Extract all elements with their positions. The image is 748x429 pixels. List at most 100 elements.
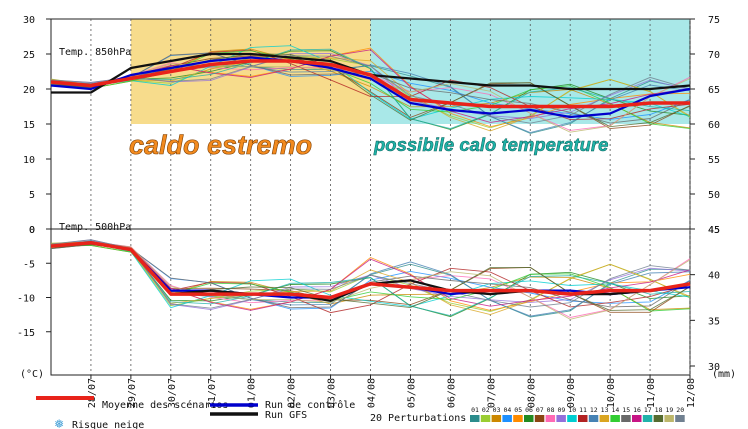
top-left-tick-label: 25 [23,50,35,61]
top-right-tick-label: 60 [708,120,720,131]
perturbation-swatch [534,415,545,422]
unit-left-label: (°C) [20,369,44,380]
top-perturbation-17 [50,48,691,130]
perturbation-id-label: 17 [644,406,652,414]
perturbation-swatch [513,415,523,422]
bottom-panel-title: Temp. 500hPa [59,222,131,233]
top-perturbation-11 [50,49,691,121]
top-left-tick-label: 5 [29,190,35,201]
x-tick-label: 05/08 [406,378,417,408]
bottom-left-tick-label: -5 [23,259,35,270]
top-right-tick-label: 70 [708,50,720,61]
bottom-perturbation-10 [50,242,691,309]
perturbation-id-label: 19 [665,406,673,414]
annotation-caldo-estremo: caldo estremo [129,130,312,160]
perturbation-swatch [675,415,685,422]
perturbation-swatch [545,415,556,422]
perturbation-swatch [567,415,577,422]
perturbation-id-label: 05 [514,406,522,414]
x-tick-label: 12/08 [686,378,697,408]
perturbation-id-label: 03 [493,406,501,414]
top-right-tick-label: 55 [708,155,720,166]
perturbation-id-label: 12 [590,406,598,414]
x-tick-label: 07/08 [486,378,497,408]
perturbation-id-label: 01 [471,406,479,414]
bottom-left-tick-label: -15 [17,328,35,339]
bottom-right-tick-label: 45 [708,225,720,236]
bottom-right-tick-label: 35 [708,316,720,327]
perturbation-swatch [653,415,664,422]
top-series-moyenne-des-sc-narios [50,59,690,109]
perturbation-id-label: 18 [655,406,663,414]
annotation-calo-temperature: possibile calo temperature [373,134,608,155]
perturbation-id-label: 06 [525,406,533,414]
bottom-right-tick-label: 30 [708,362,720,373]
legend-control-label: Run de contrôle [265,399,355,411]
unit-right-label: (mm) [712,369,736,380]
perturbation-swatch [664,415,674,422]
perturbation-swatch [480,415,491,422]
top-series-run-de-contr-le [50,56,691,119]
top-left-tick-label: 10 [23,155,35,166]
perturbation-id-label: 15 [622,406,630,414]
bottom-perturbation-19 [50,241,691,320]
legend-mean-label: Moyenne des scénarios [102,399,228,411]
bottom-left-tick-label: -10 [17,294,35,305]
top-right-tick-label: 65 [708,85,720,96]
perturbation-swatch [588,415,599,422]
top-perturbation-20 [50,55,691,124]
perturbation-swatch [470,415,480,422]
perturbation-swatch [642,415,653,422]
x-tick-label: 10/08 [606,378,617,408]
bottom-perturbation-17 [50,241,691,317]
x-tick-label: 01/08 [247,378,258,408]
legend-snow-label: Risque neige [72,420,144,429]
perturbation-swatch [610,415,620,422]
perturbation-id-label: 08 [547,406,555,414]
perturbation-id-label: 04 [503,406,511,414]
top-left-tick-label: 15 [23,120,35,131]
perturbation-id-label: 13 [601,406,609,414]
perturbation-id-label: 07 [536,406,544,414]
bottom-left-tick-label: 0 [29,225,35,236]
x-tick-label: 03/08 [327,378,338,408]
legend-gfs-label: Run GFS [265,410,307,421]
legend-perturbations-label: 20 Perturbations [370,413,466,424]
bottom-right-tick-label: 40 [708,271,720,282]
top-right-tick-label: 75 [708,15,720,26]
perturbation-swatch [502,415,512,422]
top-panel-title: Temp. 850hPa [59,47,131,58]
snowflake-icon: ❅ [54,417,64,429]
top-left-tick-label: 20 [23,85,35,96]
x-tick-label: 02/08 [287,378,298,408]
x-tick-label: 31/07 [207,378,218,408]
perturbation-swatch [578,415,588,422]
bottom-series-moyenne-des-sc-narios [50,240,691,300]
x-tick-label: 06/08 [446,378,457,408]
perturbation-id-label: 16 [633,406,641,414]
x-tick-label: 04/08 [367,378,378,408]
perturbation-swatch [621,415,631,422]
perturbation-swatch [599,415,610,422]
x-tick-label: 11/08 [646,378,657,408]
perturbation-id-label: 20 [676,406,684,414]
top-left-tick-label: 30 [23,15,35,26]
top-perturbation-13 [50,57,691,132]
perturbation-swatch [524,415,534,422]
perturbation-swatch [556,415,566,422]
x-tick-label: 09/08 [566,378,577,408]
perturbation-id-label: 10 [568,406,576,414]
perturbation-id-label: 09 [557,406,565,414]
top-right-tick-label: 50 [708,190,720,201]
x-tick-label: 08/08 [526,378,537,408]
perturbation-swatch [632,415,642,422]
top-perturbation-10 [50,45,691,120]
x-tick-label: 29/07 [127,378,138,408]
x-tick-label: 30/07 [167,378,178,408]
top-right-tick-label: 45 [708,225,720,236]
perturbation-swatch [491,415,502,422]
top-left-tick-label: 0 [29,225,35,236]
perturbation-id-label: 11 [579,406,587,414]
